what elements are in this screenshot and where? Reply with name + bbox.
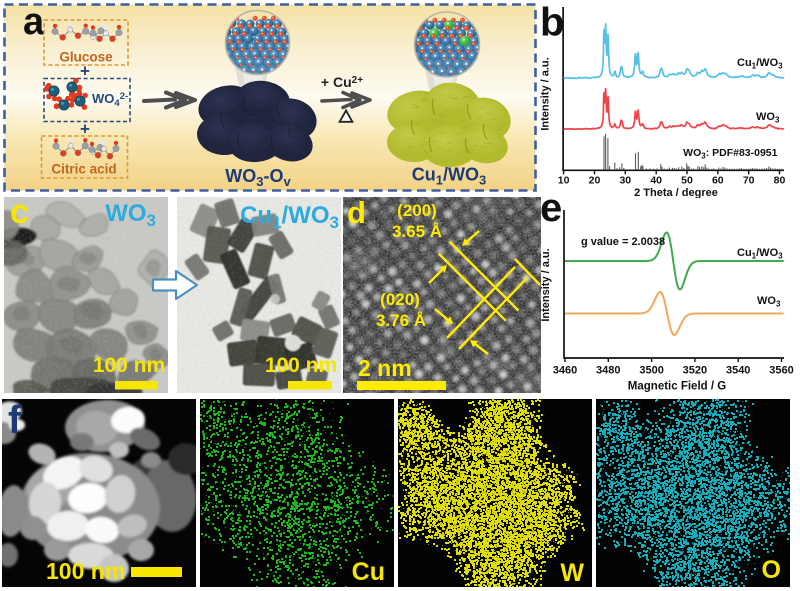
svg-text:f: f: [8, 399, 22, 442]
svg-text:WO42-: WO42-: [92, 91, 128, 109]
svg-text:d: d: [347, 197, 366, 230]
svg-text:3.76 Å: 3.76 Å: [376, 311, 426, 330]
svg-text:10: 10: [558, 175, 570, 187]
svg-text:30: 30: [619, 175, 631, 187]
svg-text:Magnetic Field / G: Magnetic Field / G: [628, 381, 726, 393]
svg-text:70: 70: [743, 175, 755, 187]
svg-text:c: c: [10, 197, 29, 231]
svg-text:+: +: [80, 120, 90, 139]
svg-text:WO3: WO3: [757, 295, 781, 309]
svg-text:Intensity / a.u.: Intensity / a.u.: [540, 248, 552, 321]
svg-text:O: O: [762, 556, 781, 584]
svg-text:3560: 3560: [769, 365, 793, 377]
svg-text:100 nm: 100 nm: [93, 354, 165, 377]
svg-text:100 nm: 100 nm: [46, 558, 125, 584]
svg-text:40: 40: [650, 175, 662, 187]
svg-text:+: +: [80, 62, 90, 81]
svg-text:WO3: PDF#83-0951: WO3: PDF#83-0951: [683, 147, 777, 161]
svg-text:3.65 Å: 3.65 Å: [392, 222, 442, 241]
svg-text:(020): (020): [380, 290, 420, 309]
svg-text:3540: 3540: [726, 365, 750, 377]
svg-text:g value = 2.0038: g value = 2.0038: [581, 236, 665, 248]
svg-text:WO3: WO3: [756, 111, 780, 125]
svg-text:2 nm: 2 nm: [358, 355, 412, 381]
svg-text:Cu1/WO3: Cu1/WO3: [737, 247, 783, 261]
svg-text:3500: 3500: [639, 365, 663, 377]
svg-text:e: e: [540, 197, 562, 230]
svg-text:Glucose: Glucose: [59, 50, 113, 65]
svg-text:3520: 3520: [683, 365, 707, 377]
svg-text:20: 20: [589, 175, 601, 187]
svg-text:Citric acid: Citric acid: [51, 162, 116, 177]
svg-text:60: 60: [712, 175, 724, 187]
svg-text:b: b: [540, 1, 564, 45]
svg-text:2 Theta / degree: 2 Theta / degree: [634, 187, 718, 198]
svg-text:(200): (200): [397, 201, 437, 220]
svg-text:Cu1/WO3: Cu1/WO3: [412, 165, 486, 188]
svg-text:100 nm: 100 nm: [265, 354, 337, 377]
svg-text:3460: 3460: [553, 365, 577, 377]
svg-text:WO3-Ov: WO3-Ov: [225, 166, 291, 189]
svg-text:Intensity / a.u.: Intensity / a.u.: [540, 57, 552, 130]
svg-text:Cu1/WO3: Cu1/WO3: [240, 202, 339, 232]
svg-text:50: 50: [681, 175, 693, 187]
svg-text:W: W: [560, 559, 584, 587]
svg-text:Cu1/WO3: Cu1/WO3: [737, 57, 783, 71]
svg-text:80: 80: [774, 175, 786, 187]
svg-text:a: a: [23, 1, 45, 43]
svg-text:Cu: Cu: [352, 558, 385, 586]
svg-text:3480: 3480: [596, 365, 620, 377]
